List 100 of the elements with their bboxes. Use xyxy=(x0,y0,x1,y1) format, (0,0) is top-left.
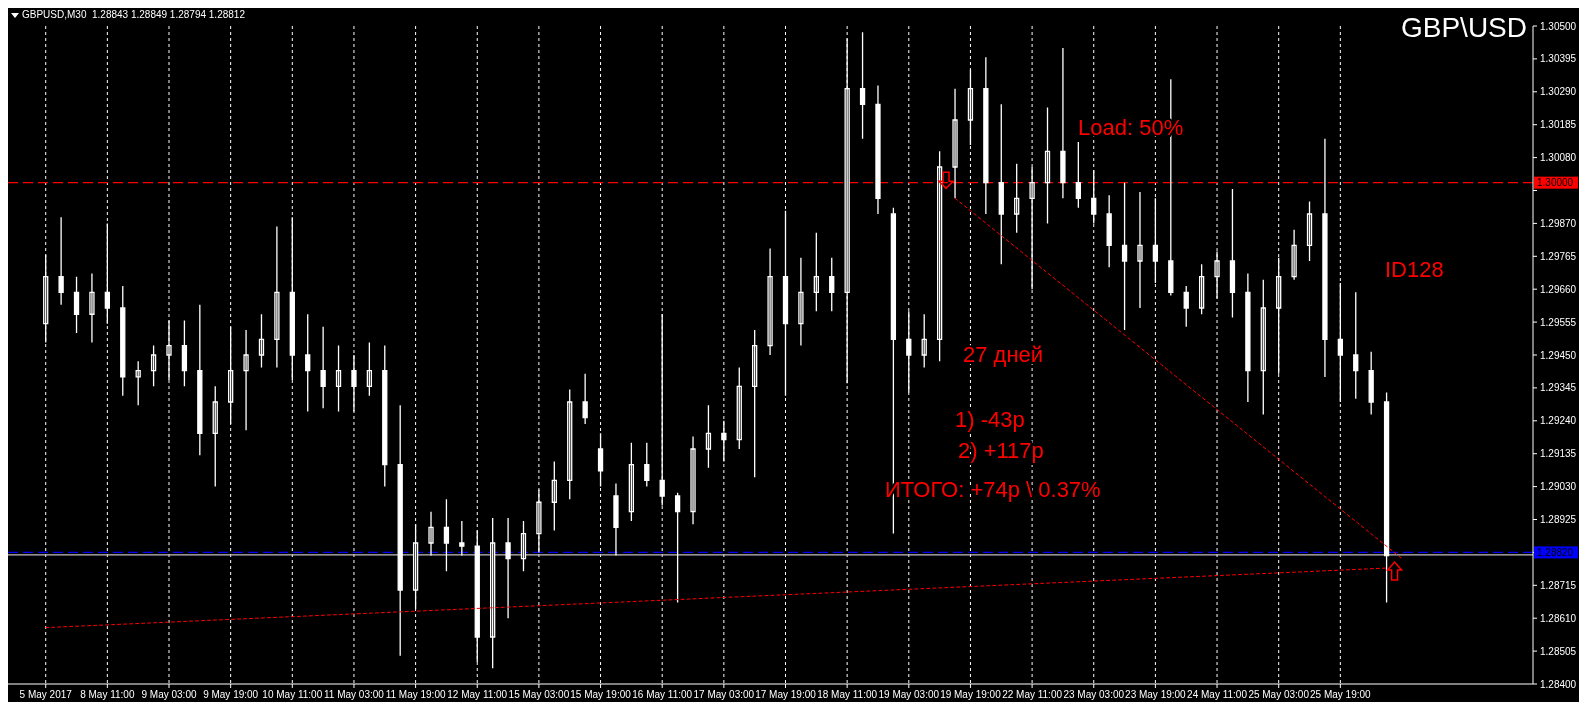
x-tick-label: 18 May 11:00 xyxy=(817,689,878,700)
candlestick xyxy=(1014,163,1020,234)
candlestick xyxy=(582,373,588,425)
y-tick-label: 1.28610 xyxy=(1540,612,1577,624)
candlestick xyxy=(1106,194,1112,268)
candlestick xyxy=(674,492,681,604)
candlestick xyxy=(1044,106,1051,225)
candlestick xyxy=(1137,191,1143,309)
candlestick xyxy=(998,103,1004,265)
x-tick-label: 8 May 11:00 xyxy=(80,689,135,700)
y-tick-label: 1.28925 xyxy=(1540,514,1577,525)
candlestick xyxy=(104,222,111,325)
candlestick xyxy=(58,216,64,306)
y-tick-label: 1.28400 xyxy=(1540,678,1577,690)
x-tick-label: 9 May 19:00 xyxy=(203,689,259,700)
x-tick-label: 25 May 03:00 xyxy=(1248,689,1310,700)
y-tick-label: 1.28505 xyxy=(1540,645,1577,657)
candlestick xyxy=(335,344,342,413)
annotation: 2) +117p xyxy=(958,438,1044,463)
annotation: 27 дней xyxy=(963,342,1044,367)
x-tick-label: 24 May 11:00 xyxy=(1187,689,1248,700)
candlestick xyxy=(320,326,326,409)
candlestick xyxy=(705,404,712,469)
y-tick-label: 1.29345 xyxy=(1540,382,1577,394)
ref-line-label: 1.30000 xyxy=(1537,177,1574,189)
x-tick-label: 25 May 19:00 xyxy=(1310,689,1372,700)
candlestick xyxy=(459,520,465,557)
candlestick xyxy=(397,404,403,657)
candlestick xyxy=(1245,272,1251,403)
y-tick-label: 1.30080 xyxy=(1540,152,1577,164)
ref-line-label: 1.28820 xyxy=(1537,546,1574,558)
candlestick xyxy=(274,225,280,369)
candlestick xyxy=(1060,47,1066,199)
x-tick-label: 16 May 11:00 xyxy=(632,689,693,700)
y-tick-label: 1.30185 xyxy=(1540,119,1577,131)
y-tick-label: 1.29660 xyxy=(1540,283,1577,295)
candlestick xyxy=(443,498,450,572)
candlestick xyxy=(1306,200,1313,262)
annotation: 1) -43p xyxy=(955,407,1025,432)
x-tick-label: 23 May 03:00 xyxy=(1063,689,1125,700)
y-tick-label: 1.29135 xyxy=(1540,448,1577,460)
candlestick xyxy=(73,276,80,334)
candlestick xyxy=(921,313,927,369)
candlestick xyxy=(135,360,141,406)
candlestick xyxy=(551,460,557,532)
x-tick-label: 19 May 19:00 xyxy=(940,689,1002,700)
candlestick xyxy=(752,329,758,478)
candlestick xyxy=(428,511,434,557)
candlestick xyxy=(798,257,804,347)
candlestick xyxy=(1121,182,1128,331)
candlestick xyxy=(721,420,727,463)
chart-subtitle: GBP\USD xyxy=(1400,12,1527,43)
candlestick xyxy=(1368,351,1374,416)
y-tick-label: 1.29555 xyxy=(1540,316,1577,328)
y-tick-label: 1.29450 xyxy=(1540,349,1577,361)
candlestick xyxy=(1229,188,1236,319)
candlestick xyxy=(1075,141,1081,209)
candlestick xyxy=(258,313,265,369)
candlestick xyxy=(613,482,619,557)
candlestick xyxy=(644,442,650,488)
x-tick-label: 22 May 11:00 xyxy=(1002,689,1063,700)
candlestick xyxy=(1291,229,1297,281)
candlestick xyxy=(690,435,696,525)
candlestick xyxy=(767,247,773,356)
candlestick xyxy=(875,84,881,215)
candlestick xyxy=(212,385,218,488)
candlestick xyxy=(1337,282,1343,403)
x-tick-label: 10 May 11:00 xyxy=(262,689,323,700)
x-tick-label: 23 May 19:00 xyxy=(1125,689,1187,700)
annotation: ID128 xyxy=(1385,257,1444,282)
candlestick xyxy=(520,520,527,572)
candlestick xyxy=(366,341,373,397)
x-tick-label: 17 May 19:00 xyxy=(755,689,817,700)
candlestick xyxy=(1183,285,1189,328)
x-tick-label: 11 May 03:00 xyxy=(324,689,385,700)
candlestick xyxy=(1322,138,1328,378)
candlestick xyxy=(952,88,958,199)
candlestick xyxy=(181,319,188,387)
candlestick xyxy=(1260,279,1266,416)
y-tick-label: 1.29030 xyxy=(1540,481,1577,493)
x-tick-label: 11 May 19:00 xyxy=(385,689,446,700)
candlestick xyxy=(197,304,203,456)
candlestick xyxy=(89,272,95,344)
x-tick-label: 12 May 11:00 xyxy=(447,689,508,700)
x-tick-label: 15 May 03:00 xyxy=(508,689,570,700)
candlestick xyxy=(782,210,789,397)
y-tick-label: 1.29870 xyxy=(1540,217,1577,229)
y-tick-label: 1.30395 xyxy=(1540,53,1577,65)
candlestick xyxy=(813,232,819,312)
y-tick-label: 1.30500 xyxy=(1540,20,1577,32)
candlestick xyxy=(1353,291,1359,400)
x-tick-label: 15 May 19:00 xyxy=(570,689,632,700)
y-tick-label: 1.30290 xyxy=(1540,86,1577,98)
candlestick xyxy=(505,517,511,619)
x-tick-label: 19 May 03:00 xyxy=(878,689,940,700)
chart-title: GBPUSD,M30 1.28843 1.28849 1.28794 1.28812 xyxy=(22,9,246,20)
x-tick-label: 5 May 2017 xyxy=(19,689,73,700)
candlestick xyxy=(829,257,835,312)
candlestick xyxy=(150,344,157,387)
y-tick-label: 1.29240 xyxy=(1540,415,1577,427)
